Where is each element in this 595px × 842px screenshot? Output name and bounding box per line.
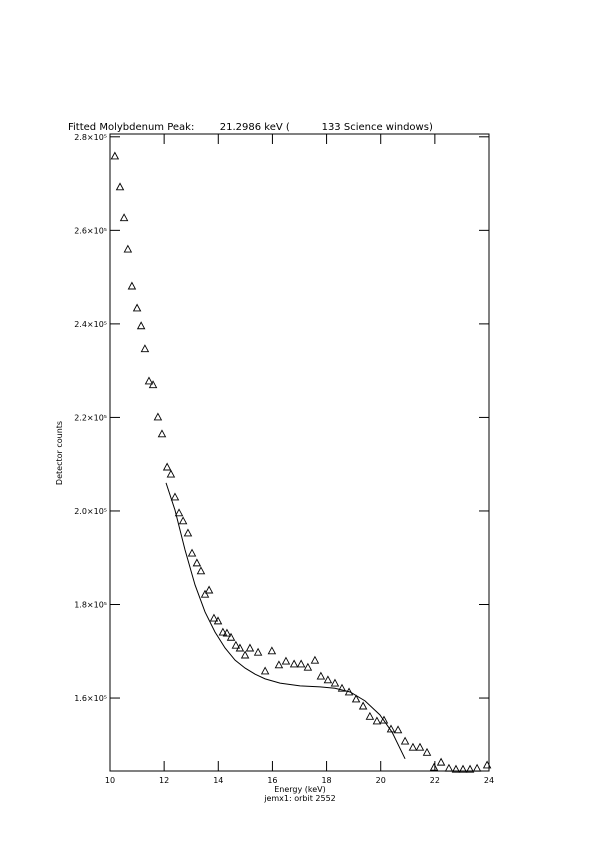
- y-tick-label: 2.8×10⁵: [74, 133, 107, 142]
- data-point: [465, 764, 475, 773]
- data-point: [140, 344, 150, 353]
- data-point: [260, 666, 270, 675]
- data-point: [231, 640, 241, 649]
- data-point: [436, 757, 446, 766]
- data-point: [144, 376, 154, 385]
- data-point: [444, 763, 454, 772]
- data-point: [170, 492, 180, 501]
- plot-frame: [109, 133, 490, 772]
- data-point: [372, 716, 382, 725]
- y-axis-label: Detector counts: [55, 421, 64, 485]
- x-tick-label: 22: [430, 776, 440, 785]
- data-point: [200, 589, 210, 598]
- y-tick-label: 1.8×10⁵: [74, 601, 107, 610]
- y-tick-label: 2.2×10⁵: [74, 413, 107, 422]
- fit-line: [165, 482, 406, 760]
- data-point: [213, 616, 223, 625]
- data-point: [337, 683, 347, 692]
- data-point: [209, 613, 219, 622]
- data-point: [379, 715, 389, 724]
- x-axis-label: Energy (keV): [274, 785, 326, 794]
- data-point: [132, 303, 142, 312]
- x-tick-label: 16: [267, 776, 277, 785]
- data-point: [393, 725, 403, 734]
- data-point: [274, 660, 284, 669]
- data-point: [365, 711, 375, 720]
- data-point: [408, 742, 418, 751]
- data-point: [222, 628, 232, 637]
- data-point: [429, 762, 439, 771]
- data-point: [136, 321, 146, 330]
- data-point: [123, 244, 133, 253]
- x-tick-label: 12: [159, 776, 169, 785]
- chart-title: Fitted Molybdenum Peak: 21.2986 keV ( 13…: [68, 122, 433, 133]
- data-point: [451, 764, 461, 773]
- data-point: [267, 646, 277, 655]
- x-tick-label: 18: [321, 776, 331, 785]
- data-point: [127, 281, 137, 290]
- data-point: [178, 516, 188, 525]
- data-point: [245, 643, 255, 652]
- y-tick-label: 2.4×10⁵: [74, 320, 107, 329]
- y-tick-label: 2.6×10⁵: [74, 226, 107, 235]
- data-point: [422, 747, 432, 756]
- data-point: [157, 429, 167, 438]
- data-point: [153, 412, 163, 421]
- data-point: [323, 675, 333, 684]
- data-point: [162, 462, 172, 471]
- data-point: [253, 647, 263, 656]
- data-point: [110, 151, 120, 160]
- data-point: [310, 655, 320, 664]
- x-tick-label: 10: [105, 776, 115, 785]
- data-point: [115, 182, 125, 191]
- data-point: [296, 659, 306, 668]
- data-point: [183, 528, 193, 537]
- x-tick-label: 24: [484, 776, 494, 785]
- data-point: [218, 627, 228, 636]
- data-point: [330, 678, 340, 687]
- x-tick-label: 20: [376, 776, 386, 785]
- data-point: [119, 213, 129, 222]
- data-point: [281, 656, 291, 665]
- data-point: [303, 662, 313, 671]
- data-point: [196, 566, 206, 575]
- data-point: [174, 508, 184, 517]
- data-point: [148, 380, 158, 389]
- data-point: [351, 694, 361, 703]
- data-point: [400, 736, 410, 745]
- data-point: [204, 585, 214, 594]
- data-point: [358, 701, 368, 710]
- data-point: [415, 742, 425, 751]
- data-point: [187, 548, 197, 557]
- chart-subtitle: jemx1: orbit 2552: [263, 794, 336, 803]
- data-point: [482, 760, 492, 769]
- y-tick-label: 2.0×10⁵: [74, 507, 107, 516]
- data-point: [472, 763, 482, 772]
- data-point: [166, 469, 176, 478]
- data-point: [235, 643, 245, 652]
- data-point: [192, 558, 202, 567]
- data-point: [458, 764, 468, 773]
- data-point: [226, 632, 236, 641]
- data-point: [289, 659, 299, 668]
- data-point: [316, 671, 326, 680]
- x-tick-label: 14: [213, 776, 223, 785]
- data-point: [240, 650, 250, 659]
- y-tick-label: 1.6×10⁵: [74, 694, 107, 703]
